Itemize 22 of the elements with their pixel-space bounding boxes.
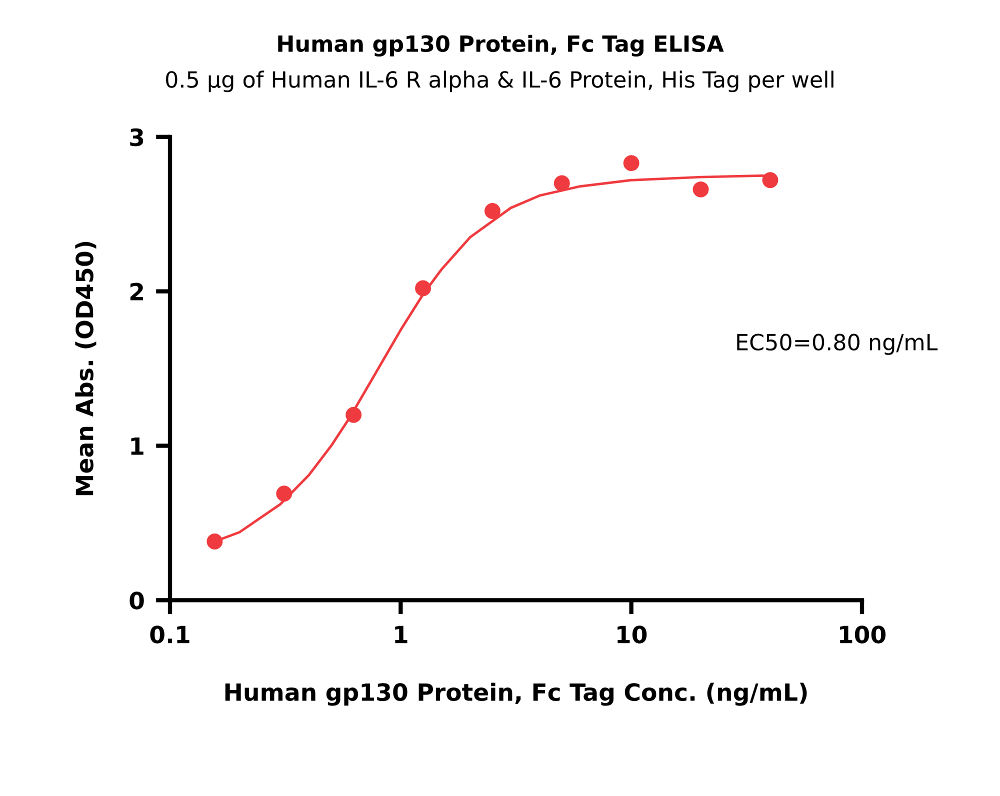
chart-title: Human gp130 Protein, Fc Tag ELISA — [278, 34, 724, 57]
y-tick-label: 3 — [130, 128, 144, 146]
point — [276, 486, 292, 502]
x-tick-label: 1 — [395, 626, 408, 644]
annotation: EC50=0.80 ng/mL — [737, 334, 938, 355]
y-tick-label: 1 — [131, 438, 144, 455]
x-tick-label: 10 — [618, 626, 647, 644]
x-tick-label: 0.1 — [150, 626, 190, 644]
point — [623, 155, 640, 172]
point — [692, 181, 709, 198]
point — [554, 175, 570, 192]
point — [415, 280, 431, 296]
point — [762, 172, 778, 188]
point — [484, 203, 500, 220]
chart-subtitle: 0.5 μg of Human IL-6 R alpha & IL-6 Protein, His Tag per well — [166, 70, 834, 92]
x-axis-title: Human gp130 Protein, Fc Tag Conc. (ng/mL) — [225, 682, 807, 706]
y-axis-title: Mean Abs. (OD450) — [75, 242, 96, 496]
point — [346, 406, 362, 423]
x-tick-label: 100 — [840, 626, 886, 644]
y-tick-label: 0 — [130, 592, 144, 610]
y-tick-label: 2 — [130, 282, 143, 300]
point — [206, 534, 223, 550]
